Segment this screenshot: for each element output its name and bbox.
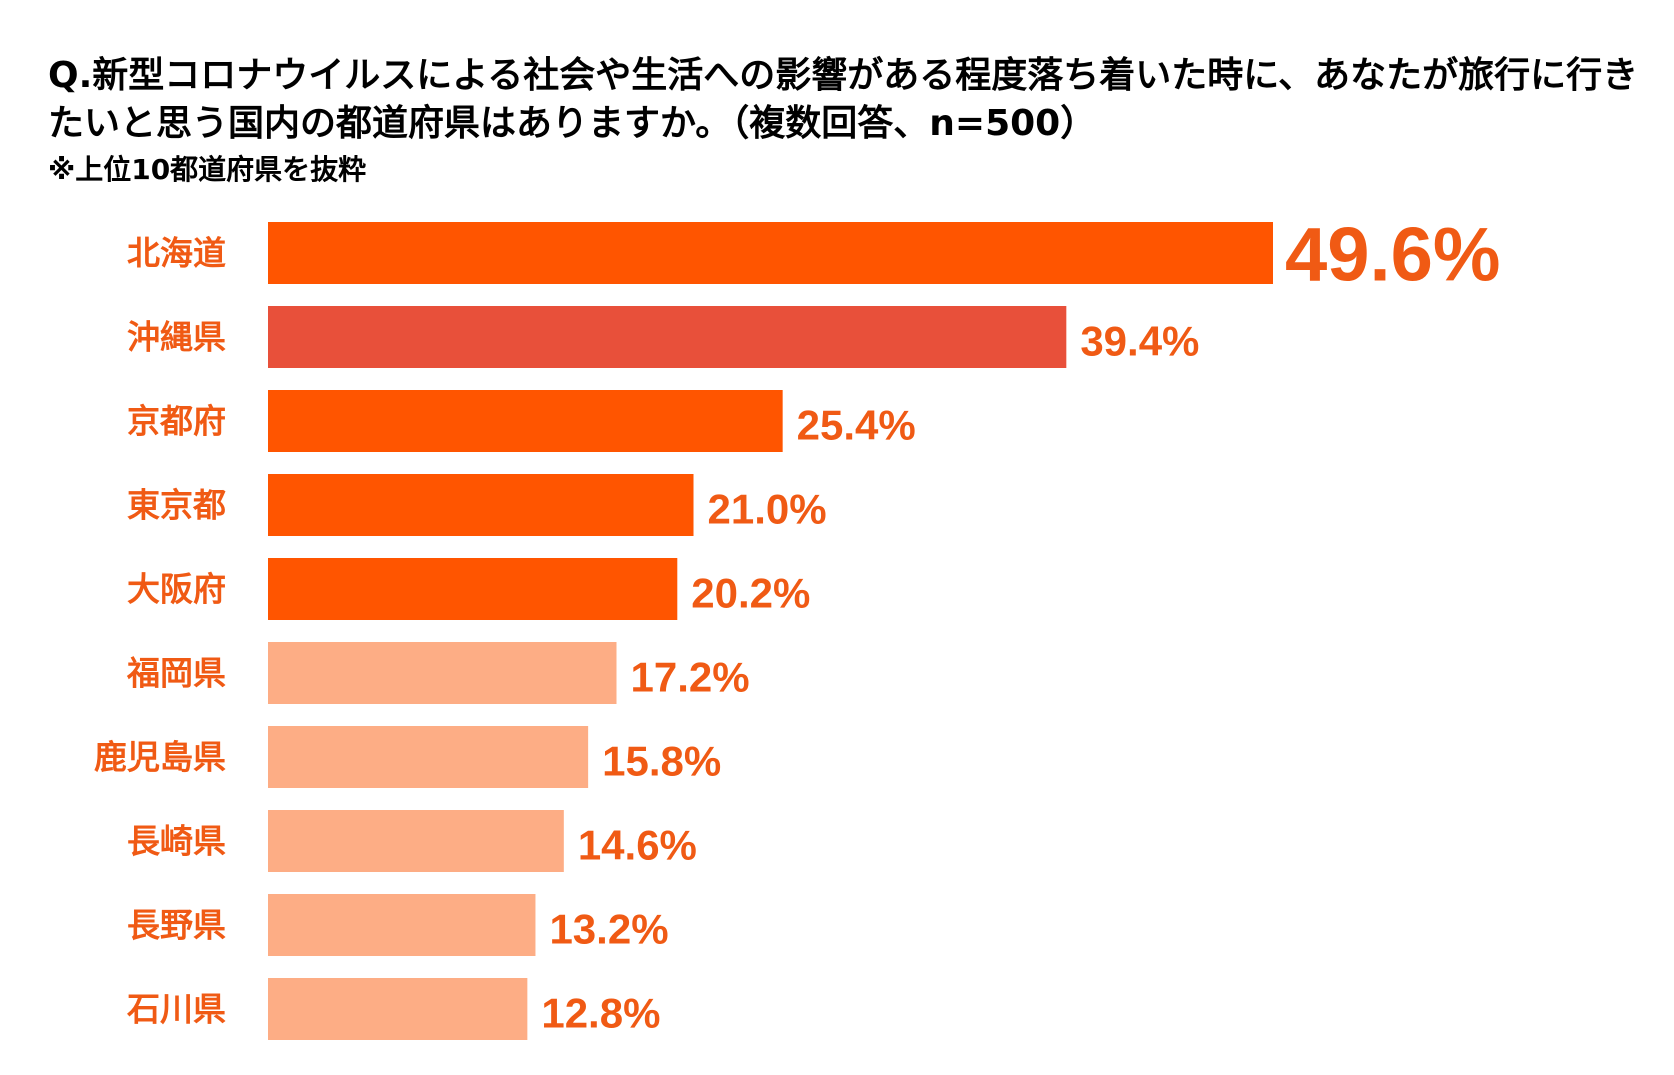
bar-9 (268, 894, 536, 956)
category-label-3: 京都府 (127, 402, 226, 441)
value-label-7: 15.8% (602, 738, 721, 785)
value-label-3: 25.4% (797, 402, 916, 449)
bar-7 (268, 726, 589, 788)
value-label-4: 21.0% (708, 486, 827, 533)
category-label-5: 大阪府 (127, 570, 226, 609)
category-label-8: 長崎県 (127, 822, 226, 861)
bar-6 (268, 642, 617, 704)
category-label-1: 北海道 (127, 234, 226, 273)
category-label-6: 福岡県 (126, 654, 226, 693)
value-label-6: 17.2% (631, 654, 750, 701)
bar-3 (268, 390, 783, 452)
bar-2 (268, 306, 1067, 368)
bar-1 (268, 222, 1273, 284)
chart-subtitle: ※上位10都道府県を抜粋 (48, 153, 367, 186)
category-label-4: 東京都 (127, 486, 226, 525)
chart-title: Q.新型コロナウイルスによる社会や生活への影響がある程度落ち着いた時に、あなたが… (48, 55, 1639, 144)
bar-4 (268, 474, 694, 536)
value-label-1: 49.6% (1285, 213, 1501, 298)
category-label-2: 沖縄県 (127, 318, 226, 357)
bar-5 (268, 558, 678, 620)
value-label-10: 12.8% (541, 990, 660, 1037)
value-label-5: 20.2% (691, 570, 810, 617)
value-label-8: 14.6% (578, 822, 697, 869)
bar-8 (268, 810, 564, 872)
category-label-10: 石川県 (126, 990, 226, 1029)
category-label-7: 鹿児島県 (94, 738, 226, 777)
bar-10 (268, 978, 528, 1040)
value-label-2: 39.4% (1080, 318, 1199, 365)
category-label-9: 長野県 (127, 906, 226, 945)
value-label-9: 13.2% (549, 906, 668, 953)
